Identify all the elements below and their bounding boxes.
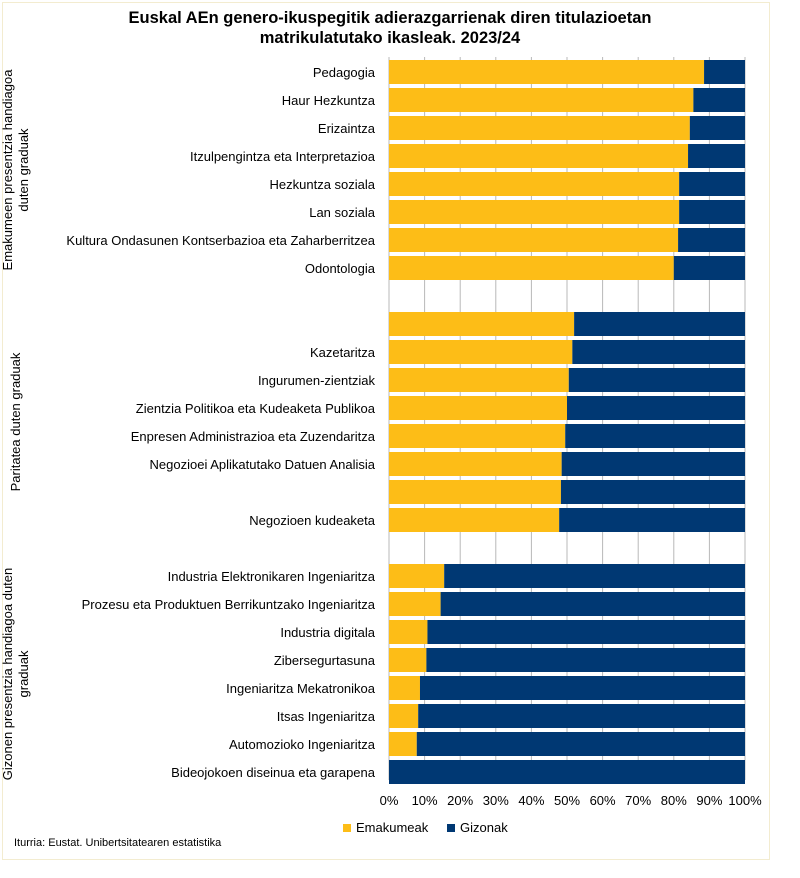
x-tick-label: 0% xyxy=(380,793,399,808)
category-label: Hezkuntza soziala xyxy=(270,177,376,192)
bar-men xyxy=(679,172,745,196)
legend-label-men: Gizonak xyxy=(460,820,508,835)
bar-women xyxy=(389,60,705,84)
bar-men xyxy=(572,340,745,364)
bar-men xyxy=(574,312,745,336)
bar-women xyxy=(389,424,566,448)
bar-women xyxy=(389,368,569,392)
legend-swatch-men xyxy=(447,823,455,832)
x-tick-label: 10% xyxy=(412,793,438,808)
category-label: Haur Hezkuntza xyxy=(282,93,376,108)
bar-men xyxy=(419,676,745,700)
bar-men xyxy=(444,564,745,588)
chart-frame xyxy=(2,2,770,860)
bar-women xyxy=(389,732,417,756)
bar-women xyxy=(389,200,680,224)
bar-men xyxy=(567,396,745,420)
bar-men xyxy=(559,508,745,532)
bar-women xyxy=(389,564,445,588)
x-tick-label: 80% xyxy=(661,793,687,808)
chart-title-line-1: Euskal AEn genero-ikuspegitik adierazgar… xyxy=(128,9,652,27)
x-tick-label: 90% xyxy=(696,793,722,808)
bar-men xyxy=(426,648,745,672)
category-label: Zibersegurtasuna xyxy=(274,653,376,668)
group-label: Gizonen presentzia handiagoa duten xyxy=(0,568,15,781)
category-label: Negozioei Aplikatutako Datuen Analisia xyxy=(150,457,376,472)
bar-women xyxy=(389,648,427,672)
category-label: Ingurumen-zientziak xyxy=(258,373,376,388)
bar-men xyxy=(678,228,745,252)
category-label: Lan soziala xyxy=(309,205,376,220)
bar-women xyxy=(389,480,561,504)
bar-women xyxy=(389,592,441,616)
stacked-bar-chart: 0% 10% 20% 30% 40% 50% 60% 70% 80% 90% 100% Pedagog… xyxy=(0,57,762,808)
category-label: Itzulpengintza eta Interpretazioa xyxy=(190,149,376,164)
legend-item-women: Emakumeak xyxy=(343,820,428,835)
legend-swatch-women xyxy=(343,823,351,832)
category-label: Itsas Ingeniaritza xyxy=(277,709,376,724)
bar-women xyxy=(389,144,689,168)
chart-title-line-2: matrikulatutako ikasleak. 2023/24 xyxy=(259,29,521,47)
bar-men xyxy=(673,256,745,280)
bar-women xyxy=(389,228,679,252)
bar-women xyxy=(389,676,420,700)
bar-men xyxy=(689,116,745,140)
group-label: Paritatea duten graduak xyxy=(8,352,23,491)
category-label: Ingeniaritza Mekatronikoa xyxy=(226,681,376,696)
bar-men xyxy=(427,620,745,644)
chart-title: Euskal AEn genero-ikuspegitik adierazgar… xyxy=(100,8,680,48)
category-label: Erizaintza xyxy=(318,121,376,136)
bar-men xyxy=(440,592,745,616)
bar-women xyxy=(389,256,674,280)
bar-men xyxy=(416,732,745,756)
bar-men xyxy=(418,704,745,728)
bar-men xyxy=(561,452,745,476)
group-label: graduak xyxy=(16,650,31,697)
legend-item-men: Gizonak xyxy=(447,820,508,835)
bar-men xyxy=(565,424,745,448)
bar-women xyxy=(389,508,560,532)
bar-men xyxy=(389,760,745,784)
category-label: Bideojokoen diseinua eta garapena xyxy=(171,765,376,780)
bar-women xyxy=(389,88,694,112)
bar-men xyxy=(568,368,745,392)
category-label: Industria Elektronikaren Ingeniaritza xyxy=(168,569,376,584)
bar-women xyxy=(389,340,573,364)
x-tick-label: 60% xyxy=(590,793,616,808)
bar-women xyxy=(389,620,428,644)
category-label: Odontologia xyxy=(305,261,376,276)
x-tick-label: 70% xyxy=(625,793,651,808)
bar-men xyxy=(693,88,745,112)
bar-men xyxy=(704,60,745,84)
x-tick-label: 50% xyxy=(554,793,580,808)
x-tick-label: 20% xyxy=(447,793,473,808)
x-tick-label: 30% xyxy=(483,793,509,808)
bar-men xyxy=(688,144,745,168)
category-label: Prozesu eta Produktuen Berrikuntzako Ing… xyxy=(82,597,376,612)
category-label: Zientzia Politikoa eta Kudeaketa Publiko… xyxy=(136,401,376,416)
bar-women xyxy=(389,396,567,420)
source-note: Iturria: Eustat. Unibertsitatearen estat… xyxy=(14,837,222,849)
bar-women xyxy=(389,452,562,476)
category-label: Kazetaritza xyxy=(310,345,376,360)
bar-women xyxy=(389,704,419,728)
bar-women xyxy=(389,172,680,196)
legend-label-women: Emakumeak xyxy=(356,820,429,835)
category-label: Enpresen Administrazioa eta Zuzendaritza xyxy=(131,429,376,444)
bar-men xyxy=(560,480,745,504)
group-label: duten graduak xyxy=(16,128,31,212)
bar-men xyxy=(679,200,745,224)
category-label: Kultura Ondasunen Kontserbazioa eta Zaha… xyxy=(66,233,375,248)
category-label: Pedagogia xyxy=(313,65,376,80)
x-tick-label: 40% xyxy=(518,793,544,808)
group-label: Emakumeen presentzia handiagoa xyxy=(0,69,15,271)
category-label: Industria digitala xyxy=(280,625,375,640)
x-tick-label: 100% xyxy=(728,793,762,808)
category-label: Negozioen kudeaketa xyxy=(249,513,376,528)
bar-women xyxy=(389,312,575,336)
category-label: Automozioko Ingeniaritza xyxy=(229,737,376,752)
bar-women xyxy=(389,116,690,140)
